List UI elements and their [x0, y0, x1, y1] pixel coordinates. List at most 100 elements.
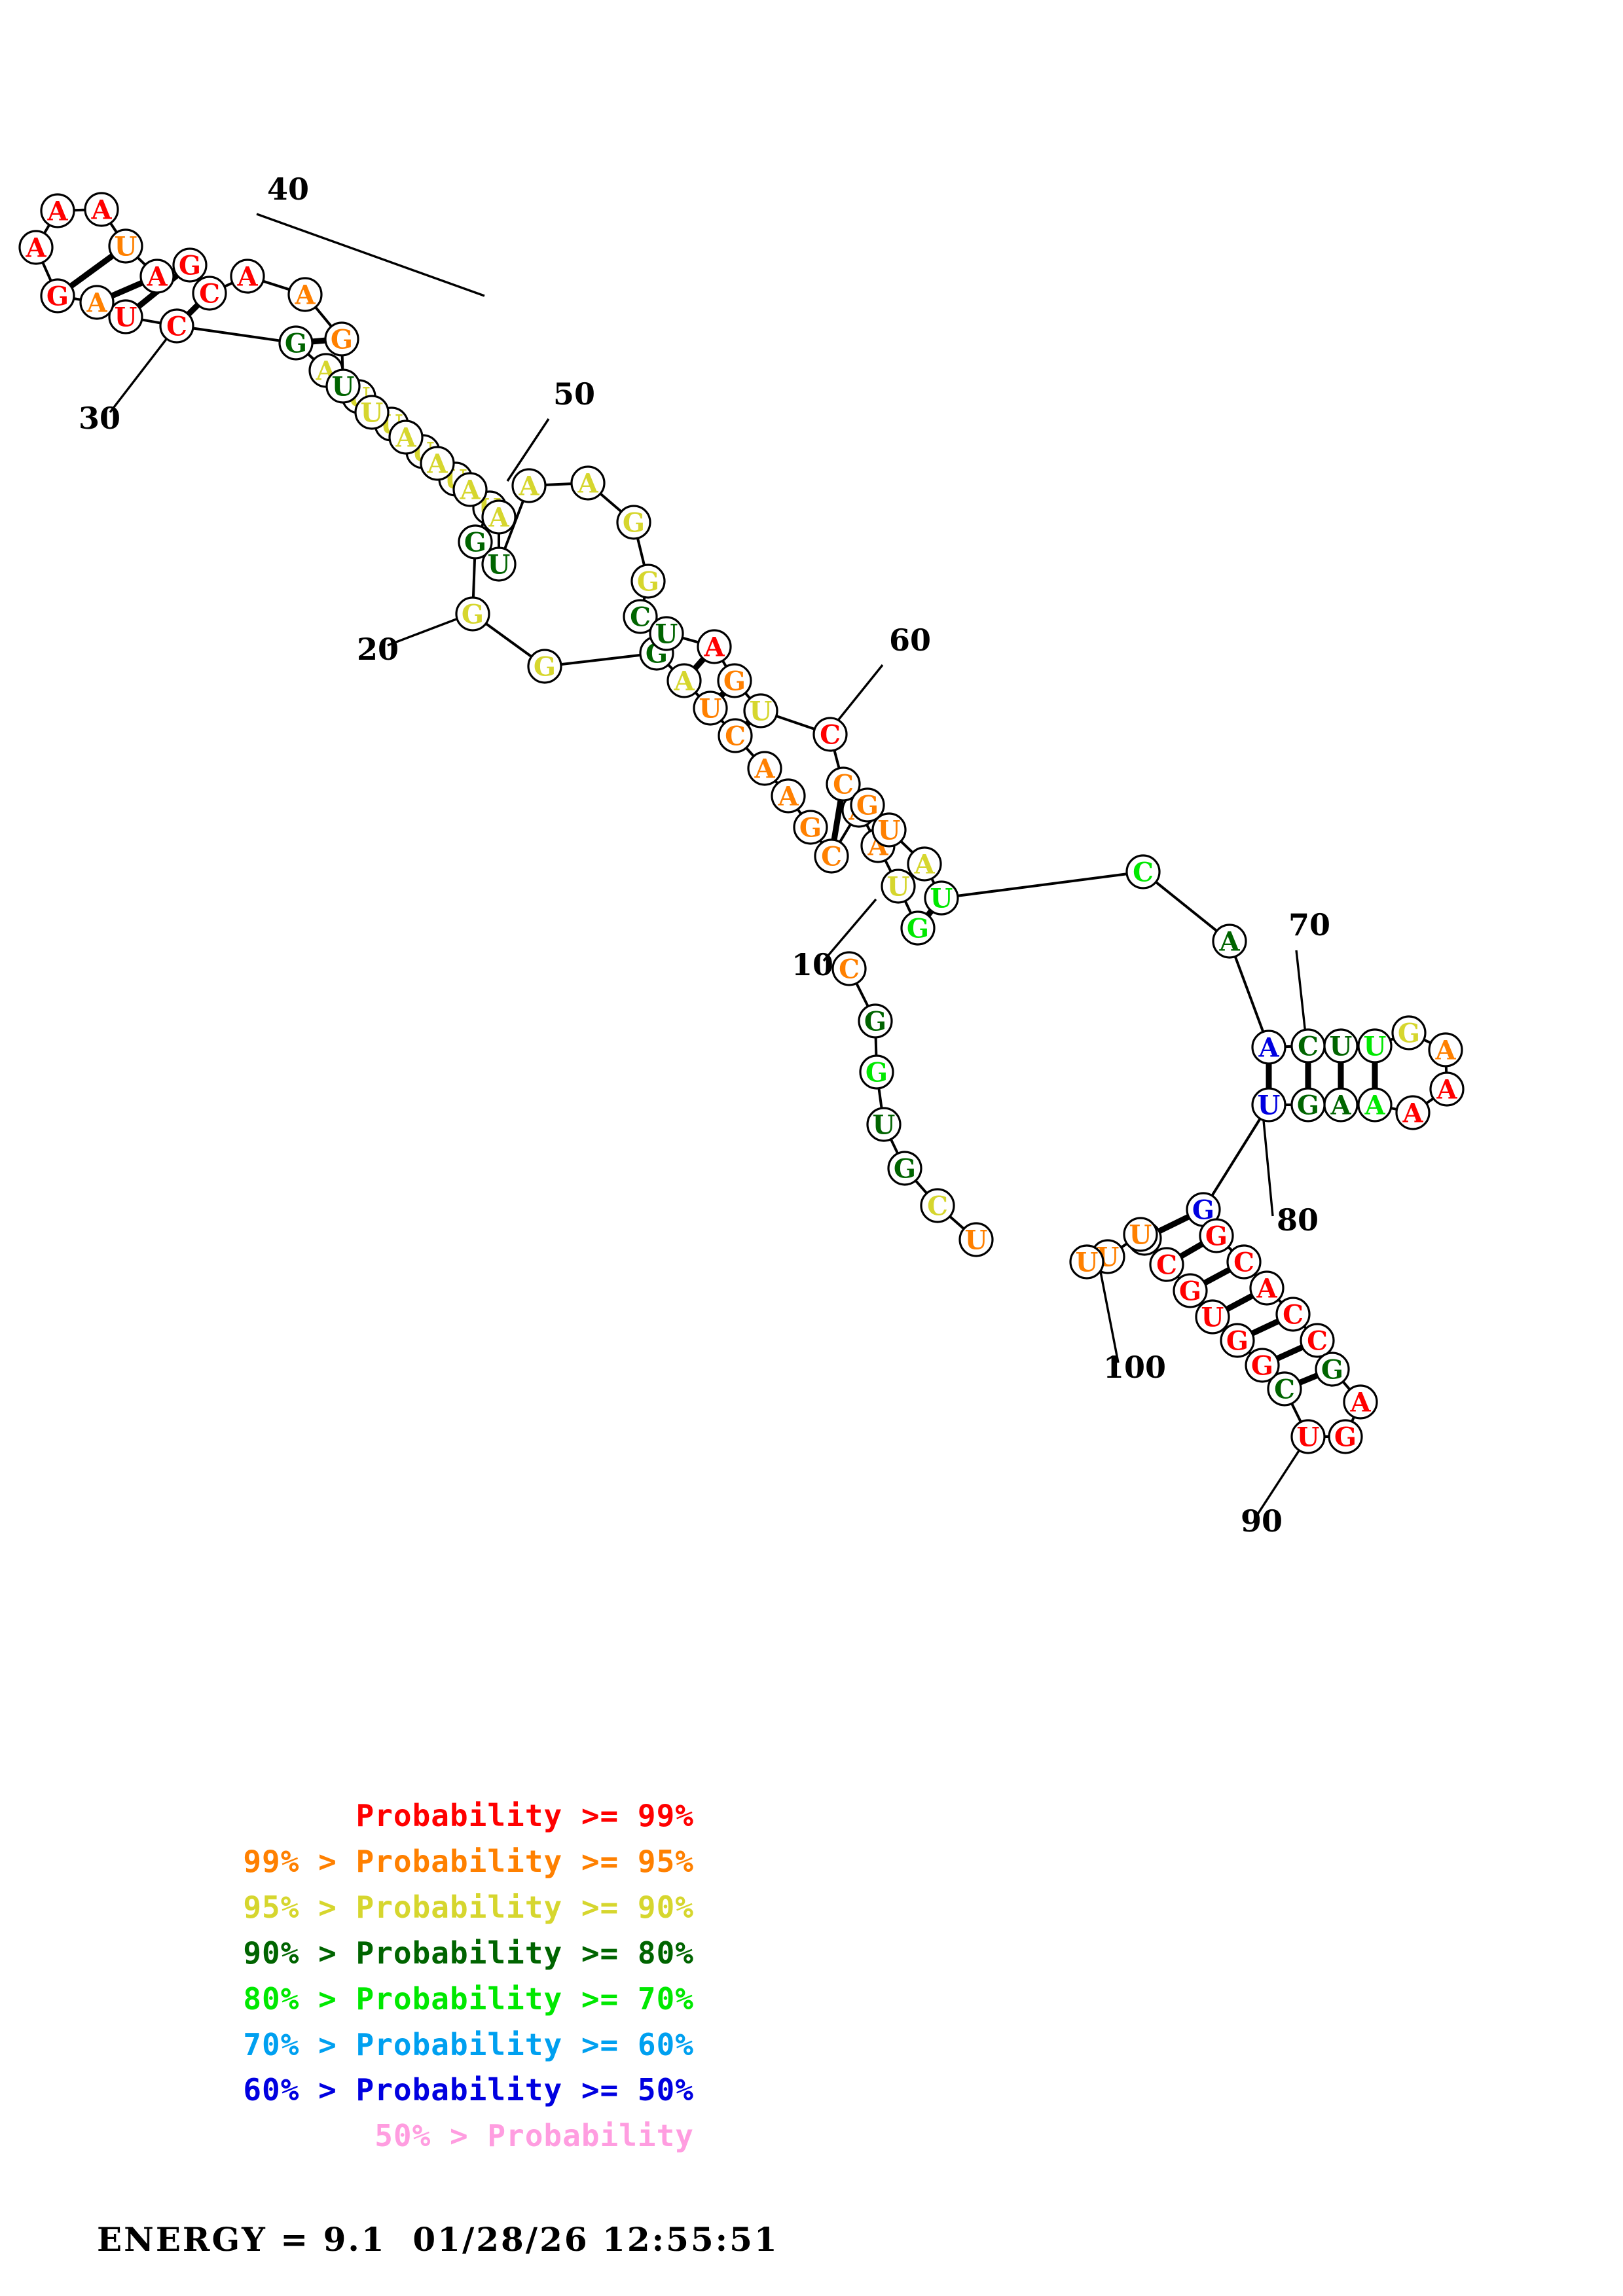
backbone-connector [914, 1179, 928, 1194]
nucleotide-46-A[interactable]: A [388, 420, 424, 455]
nucleotide-93-U[interactable]: U [1195, 1299, 1230, 1335]
nucleotide-5-G[interactable]: G [887, 1151, 922, 1186]
nucleotide-20-G[interactable]: G [527, 649, 562, 684]
nucleotide-43-G[interactable]: G [324, 321, 359, 357]
nucleotide-84-C[interactable]: C [1275, 1297, 1311, 1332]
nucleotide-13-G[interactable]: G [793, 810, 828, 845]
nucleotide-7-U[interactable]: U [958, 1222, 994, 1257]
probability-legend: Probability >= 99% 99% > Probability >= 9… [0, 1793, 786, 2159]
nucleotide-65-U[interactable]: U [924, 880, 959, 916]
nucleotide-circle [40, 278, 75, 314]
nucleotide-35-A[interactable]: A [40, 193, 75, 228]
nucleotide-89-U[interactable]: U [1290, 1419, 1326, 1454]
backbone-connector [721, 660, 727, 668]
nucleotide-circle [887, 1151, 922, 1186]
nucleotide-3-G[interactable]: G [859, 1054, 894, 1090]
nucleotide-55-C[interactable]: C [623, 599, 658, 634]
nucleotide-81-G[interactable]: G [1199, 1218, 1234, 1253]
nucleotide-94-G[interactable]: G [1173, 1273, 1208, 1308]
nucleotide-73-A[interactable]: A [1428, 1032, 1463, 1067]
nucleotide-48-A[interactable]: A [452, 472, 488, 507]
backbone-connector [599, 492, 623, 513]
nucleotide-75-A[interactable]: A [1395, 1095, 1431, 1130]
nucleotide-17-U[interactable]: U [693, 691, 728, 726]
nucleotide-38-A[interactable]: A [139, 259, 175, 294]
nucleotide-60-C[interactable]: C [812, 717, 848, 752]
nucleotide-30-C[interactable]: C [159, 308, 194, 344]
nucleotide-47-A[interactable]: A [420, 446, 455, 481]
base-pair-bond [186, 302, 200, 317]
nucleotide-69-C[interactable]: C [1290, 1028, 1326, 1064]
nucleotide-57-A[interactable]: A [697, 629, 732, 664]
nucleotide-99-U[interactable]: U [1069, 1244, 1104, 1280]
nucleotide-54-G[interactable]: G [630, 564, 666, 599]
nucleotide-70-U[interactable]: U [1323, 1028, 1359, 1064]
nucleotide-74-A[interactable]: A [1429, 1071, 1465, 1107]
nucleotide-8-G[interactable]: G [900, 910, 936, 946]
nucleotide-64-A[interactable]: A [907, 846, 942, 882]
nucleotide-83-A[interactable]: A [1249, 1270, 1285, 1306]
nucleotide-37-U[interactable]: U [108, 228, 143, 264]
nucleotide-letter: A [459, 475, 481, 506]
nucleotide-90-C[interactable]: C [1267, 1371, 1302, 1407]
nucleotide-14-A[interactable]: A [771, 778, 806, 814]
nucleotide-16-C[interactable]: C [718, 718, 753, 753]
nucleotide-49-A[interactable]: A [481, 499, 517, 535]
nucleotide-53-G[interactable]: G [616, 505, 651, 540]
nucleotide-72-G[interactable]: G [1391, 1015, 1427, 1050]
nucleotide-29-G[interactable]: G [278, 325, 314, 361]
nucleotide-95-C[interactable]: C [1149, 1247, 1184, 1282]
nucleotide-39-G[interactable]: G [172, 247, 208, 283]
nucleotide-1-C[interactable]: C [831, 951, 867, 986]
nucleotide-41-A[interactable]: A [230, 259, 265, 294]
nucleotide-62-G[interactable]: G [850, 787, 885, 823]
nucleotide-85-C[interactable]: C [1300, 1323, 1335, 1358]
nucleotide-50-U[interactable]: U [481, 547, 517, 582]
nucleotide-33-G[interactable]: G [40, 278, 75, 314]
nucleotide-97-U[interactable]: U [1123, 1217, 1158, 1252]
nucleotide-4-U[interactable]: U [866, 1107, 902, 1142]
nucleotide-98-U[interactable]: U [1090, 1239, 1125, 1274]
nucleotide-45-U[interactable]: U [354, 395, 390, 430]
nucleotide-79-U[interactable]: U [1251, 1087, 1286, 1122]
nucleotide-66-C[interactable]: C [1125, 854, 1161, 889]
nucleotide-circle [1315, 1352, 1350, 1387]
nucleotide-92-G[interactable]: G [1220, 1323, 1255, 1358]
nucleotide-34-A[interactable]: A [18, 230, 54, 265]
nucleotide-59-U[interactable]: U [743, 693, 778, 728]
nucleotide-78-G[interactable]: G [1290, 1087, 1326, 1122]
nucleotide-31-U[interactable]: U [108, 299, 143, 334]
nucleotide-91-G[interactable]: G [1245, 1348, 1280, 1383]
nucleotide-88-G[interactable]: G [1328, 1419, 1363, 1454]
nucleotide-9-U[interactable]: U [881, 869, 916, 904]
nucleotide-21-G[interactable]: G [455, 596, 490, 632]
nucleotide-letter: C [166, 312, 187, 342]
nucleotide-67-A[interactable]: A [1212, 924, 1247, 959]
nucleotide-letter: A [46, 196, 68, 227]
nucleotide-42-A[interactable]: A [287, 277, 323, 312]
nucleotide-15-A[interactable]: A [747, 751, 782, 786]
nucleotide-76-A[interactable]: A [1357, 1087, 1393, 1122]
nucleotide-56-U[interactable]: U [649, 616, 684, 651]
nucleotide-18-A[interactable]: A [666, 663, 702, 698]
nucleotide-36-A[interactable]: A [84, 192, 119, 227]
nucleotide-77-A[interactable]: A [1323, 1087, 1359, 1122]
nucleotide-63-U[interactable]: U [871, 812, 907, 848]
nucleotide-circle [1220, 1323, 1255, 1358]
nucleotide-51-A[interactable]: A [511, 468, 547, 503]
nucleotide-86-G[interactable]: G [1315, 1352, 1350, 1387]
nucleotide-22-G[interactable]: G [458, 524, 493, 560]
nucleotide-71-U[interactable]: U [1357, 1028, 1393, 1064]
nucleotide-32-A[interactable]: A [79, 285, 115, 320]
nucleotide-52-A[interactable]: A [570, 465, 606, 501]
nucleotide-87-A[interactable]: A [1343, 1384, 1378, 1420]
nucleotide-6-C[interactable]: C [920, 1188, 955, 1223]
nucleotide-82-C[interactable]: C [1226, 1244, 1262, 1280]
nucleotide-68-A[interactable]: A [1251, 1030, 1286, 1065]
nucleotide-40-C[interactable]: C [192, 276, 227, 311]
nucleotide-61-C[interactable]: C [826, 766, 861, 802]
nucleotide-44-U[interactable]: U [325, 368, 361, 404]
nucleotide-2-G[interactable]: G [858, 1003, 893, 1039]
nucleotide-12-C[interactable]: C [814, 838, 849, 874]
nucleotide-58-G[interactable]: G [717, 663, 752, 698]
